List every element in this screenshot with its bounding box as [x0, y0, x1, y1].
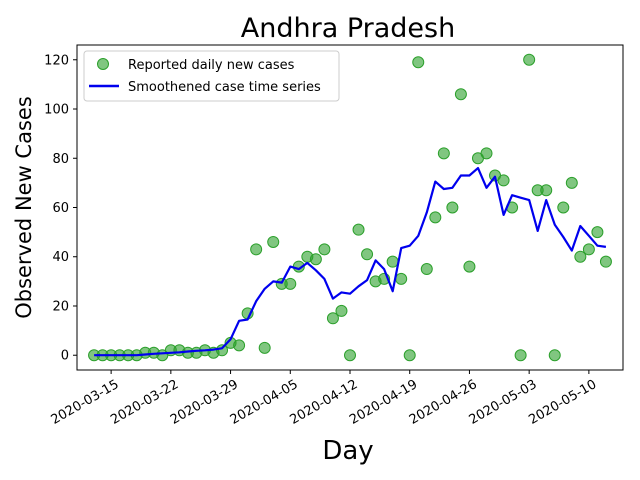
data-point: [429, 211, 442, 224]
data-point: [335, 304, 348, 317]
data-point: [267, 235, 280, 248]
smoothed-line: [94, 167, 607, 357]
data-point: [446, 201, 459, 214]
data-point: [548, 349, 561, 362]
data-point: [250, 243, 263, 256]
data-point: [412, 56, 425, 69]
data-point: [463, 260, 476, 273]
data-point: [352, 223, 365, 236]
data-point: [344, 349, 356, 362]
data-point: [540, 184, 553, 197]
data-point: [395, 272, 408, 285]
data-point: [599, 255, 612, 268]
data-point: [582, 243, 595, 256]
y-tick-label: 20: [52, 299, 69, 314]
legend-label-line: Smoothened case time series: [128, 80, 321, 95]
data-point: [326, 312, 339, 325]
x-axis-label: Day: [322, 436, 373, 466]
data-point: [309, 253, 322, 266]
data-point: [565, 176, 578, 189]
data-point: [420, 263, 433, 276]
data-point: [574, 250, 587, 263]
y-tick-label: 80: [52, 152, 69, 167]
y-tick-label: 60: [52, 201, 69, 216]
y-tick-label: 40: [52, 250, 69, 265]
data-point: [437, 147, 450, 160]
data-point: [361, 248, 374, 261]
y-axis-label: Observed New Cases: [12, 96, 36, 319]
data-point: [284, 277, 297, 290]
data-point: [216, 344, 229, 357]
data-point: [233, 339, 246, 352]
data-point: [591, 226, 604, 239]
data-point: [454, 88, 467, 101]
y-tick-label: 120: [44, 53, 69, 68]
data-point: [497, 174, 510, 187]
data-point: [514, 349, 527, 362]
y-tick-label: 100: [44, 103, 69, 118]
legend-label-scatter: Reported daily new cases: [128, 58, 295, 73]
line-series: [94, 167, 607, 357]
y-tick-label: 0: [61, 349, 69, 364]
chart-title: Andhra Pradesh: [241, 13, 455, 44]
data-point: [523, 53, 536, 66]
y-axis: 0 20 40 60 80 100 120: [44, 53, 77, 364]
data-point: [258, 341, 271, 354]
data-point: [480, 147, 493, 160]
data-point: [557, 201, 570, 214]
data-point: [403, 349, 416, 362]
data-point: [386, 255, 399, 268]
legend: Reported daily new cases Smoothened case…: [83, 50, 340, 102]
legend-box: [83, 50, 340, 102]
data-point: [318, 243, 331, 256]
legend-marker-scatter: [97, 58, 109, 70]
